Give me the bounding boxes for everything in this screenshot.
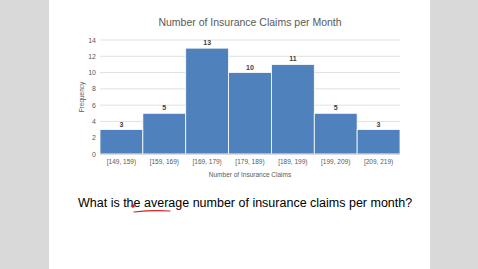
side-strip bbox=[0, 0, 49, 269]
bar bbox=[100, 130, 143, 154]
y-tick-label: 2 bbox=[92, 134, 96, 141]
chart: Number of Insurance Claims per Month 0 2 4 6… bbox=[0, 0, 478, 269]
bars bbox=[100, 48, 400, 154]
x-tick-label: [169, 179) bbox=[193, 158, 222, 166]
x-tick-label: [199, 209) bbox=[321, 158, 350, 166]
grid-line bbox=[100, 154, 400, 155]
y-tick-label: 8 bbox=[92, 85, 96, 92]
bar bbox=[314, 113, 357, 154]
bar bbox=[229, 73, 272, 154]
annotation: What is the average number of insurance … bbox=[78, 196, 412, 210]
slide bbox=[49, 0, 430, 269]
pen-dot bbox=[131, 204, 135, 208]
y-tick-label: 0 bbox=[92, 151, 96, 158]
y-tick-label: 4 bbox=[92, 118, 96, 125]
data-label: 10 bbox=[246, 64, 254, 71]
grid-line bbox=[100, 56, 400, 57]
x-tick-label: [159, 169) bbox=[150, 158, 179, 166]
data-label: 3 bbox=[377, 121, 381, 128]
bar bbox=[357, 130, 400, 154]
x-tick-label: [179, 189) bbox=[235, 158, 264, 166]
pen-underline bbox=[134, 211, 170, 212]
data-label: 3 bbox=[119, 121, 123, 128]
x-tick-label: [189, 199) bbox=[278, 158, 307, 166]
x-tick-label: [149, 159) bbox=[107, 158, 136, 166]
grid-line bbox=[100, 40, 400, 41]
bar bbox=[271, 64, 314, 154]
y-tick-label: 6 bbox=[92, 102, 96, 109]
data-label: 13 bbox=[203, 39, 211, 46]
y-tick-label: 14 bbox=[88, 37, 96, 44]
data-label: 5 bbox=[334, 104, 338, 111]
side-strip bbox=[430, 0, 478, 269]
data-label: 11 bbox=[289, 55, 297, 62]
bar bbox=[143, 113, 186, 154]
y-tick-label: 10 bbox=[88, 69, 96, 76]
y-axis-title: Frequency bbox=[78, 81, 86, 112]
x-axis bbox=[100, 154, 400, 155]
data-label: 5 bbox=[162, 104, 166, 111]
x-tick-label: [209, 219) bbox=[364, 158, 393, 166]
chart-title: Number of Insurance Claims per Month bbox=[158, 16, 341, 28]
y-tick-label: 12 bbox=[88, 53, 96, 60]
bar bbox=[186, 48, 229, 154]
x-axis-title: Number of Insurance Claims bbox=[209, 171, 292, 178]
